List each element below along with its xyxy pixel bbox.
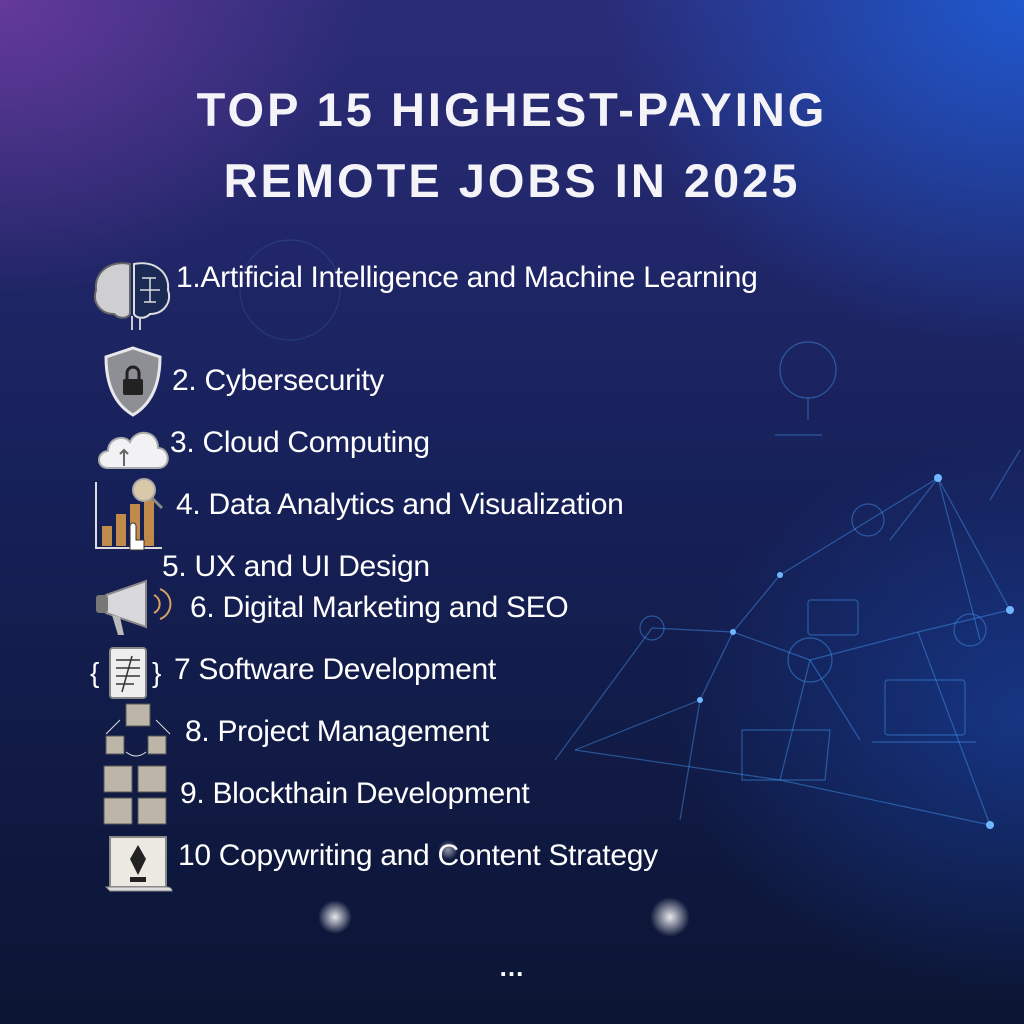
svg-text:}: } xyxy=(152,657,161,688)
svg-text:{: { xyxy=(90,657,99,688)
megaphone-icon xyxy=(96,579,172,635)
light-glow xyxy=(650,897,690,937)
light-glow xyxy=(318,900,352,934)
list-item: 8. Project Management xyxy=(185,715,489,748)
code-clipboard-icon: {} xyxy=(90,647,161,699)
list-item: 1.Artificial Intelligence and Machine Le… xyxy=(176,261,758,294)
list-item: 2. Cybersecurity xyxy=(172,364,384,397)
shield-lock-icon xyxy=(104,346,162,417)
list-item: 10 Copywriting and Content Strategy xyxy=(178,839,658,872)
blocks-icon xyxy=(103,765,167,825)
light-glow xyxy=(438,840,458,860)
list-item: 6. Digital Marketing and SEO xyxy=(190,591,569,624)
cloud-icon xyxy=(98,432,169,469)
page-title-line2: REMOTE JOBS IN 2025 xyxy=(223,154,801,207)
list-item: 3. Cloud Computing xyxy=(170,426,430,459)
pen-scroll-icon xyxy=(104,836,173,892)
bar-chart-icon xyxy=(95,478,164,551)
brain-icon xyxy=(94,262,170,330)
list-item: 5. UX and UI Design xyxy=(162,550,430,583)
list-item: 9. Blockthain Development xyxy=(180,777,530,810)
page-title-line1: TOP 15 HIGHEST-PAYING xyxy=(196,83,828,136)
list-item: 7 Software Development xyxy=(174,653,496,686)
more-indicator: ... xyxy=(499,952,525,982)
boxes-icon xyxy=(105,703,171,757)
list-item: 4. Data Analytics and Visualization xyxy=(176,488,624,521)
